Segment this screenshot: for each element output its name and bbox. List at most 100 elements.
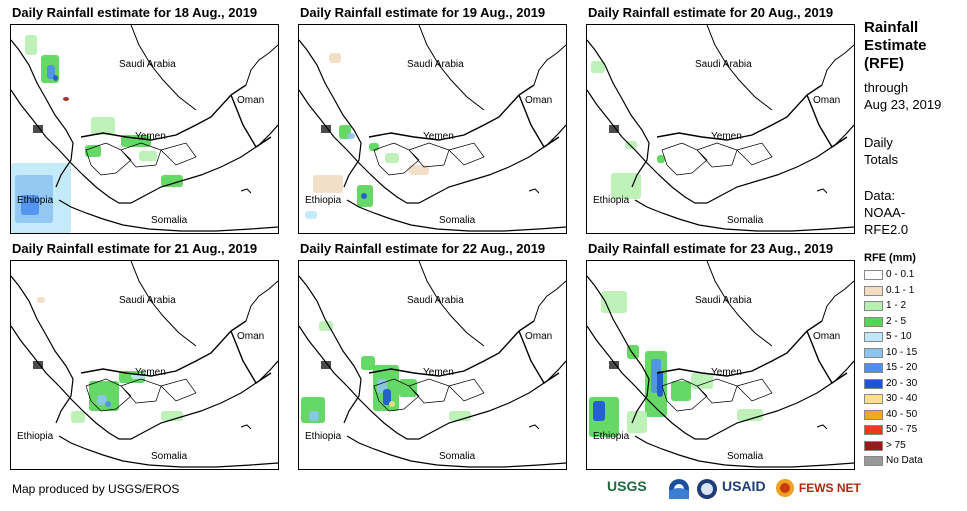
legend-label: 30 - 40 [886, 393, 918, 404]
border [806, 330, 848, 384]
rain-area [47, 65, 55, 79]
admin-boundary [661, 142, 773, 176]
rain-area [305, 211, 317, 219]
rain-area [329, 53, 341, 63]
rain-area [91, 117, 115, 135]
data-source: Data: NOAA- RFE2.0 [864, 187, 908, 238]
legend-swatch [864, 347, 883, 358]
map-label-saudi: Saudi Arabia [695, 295, 752, 306]
legend-swatch [864, 316, 883, 327]
coastline [821, 280, 854, 322]
island [528, 424, 540, 430]
rain-area [161, 175, 183, 187]
legend-label: 0 - 0.1 [886, 269, 915, 280]
legend-label: > 75 [886, 439, 906, 451]
map-label-ethiopia: Ethiopia [17, 195, 54, 206]
through-date: through Aug 23, 2019 [864, 79, 941, 113]
border [230, 330, 272, 384]
rain-area [37, 297, 45, 303]
island [240, 424, 252, 430]
legend-swatch [864, 363, 883, 373]
map-label-ethiopia: Ethiopia [593, 431, 630, 442]
map-label-somalia: Somalia [727, 215, 764, 226]
map-label-saudi: Saudi Arabia [119, 295, 176, 306]
island [240, 188, 252, 194]
map-label-ethiopia: Ethiopia [305, 431, 342, 442]
map-label-yemen: Yemen [135, 131, 166, 142]
rain-area [385, 153, 399, 163]
rain-area [319, 321, 333, 331]
title-line: Rainfall [864, 19, 919, 36]
admin-boundary [661, 378, 773, 412]
admin-boundary [85, 142, 197, 176]
coastline [634, 435, 854, 468]
daily-line: Totals [864, 152, 898, 167]
map-label-oman: Oman [237, 95, 265, 106]
island [528, 188, 540, 194]
legend-label: 10 - 15 [886, 346, 918, 358]
map-label-oman: Oman [525, 331, 553, 342]
rain-area [53, 75, 58, 81]
map-label-somalia: Somalia [727, 451, 764, 462]
coastline [299, 89, 566, 204]
coastline [706, 261, 773, 347]
admin-boundary [85, 378, 197, 412]
coastline [58, 435, 278, 468]
usgs-logo-text: USGS [607, 478, 647, 494]
coastline [299, 275, 362, 424]
rain-area [71, 411, 85, 423]
through-line: through [864, 80, 909, 95]
coastline [130, 25, 197, 111]
legend-swatch [864, 394, 883, 404]
rain-area [85, 145, 101, 157]
rain-area [737, 409, 763, 421]
islands-cluster [321, 125, 331, 133]
coastline [587, 89, 854, 204]
legend-label: No Data [886, 455, 923, 466]
rain-area [25, 35, 37, 55]
legend-swatch [864, 378, 883, 389]
rain-area [21, 195, 39, 215]
coastline [11, 89, 278, 204]
border [656, 320, 823, 377]
border [518, 94, 560, 148]
title-line: (RFE) [864, 55, 904, 72]
coastline [587, 275, 650, 424]
legend-swatch [864, 285, 883, 296]
map-label-somalia: Somalia [439, 451, 476, 462]
map-label-oman: Oman [813, 95, 841, 106]
rain-area [671, 381, 691, 401]
data-line: Data: [864, 188, 896, 203]
islands-cluster [33, 125, 43, 133]
panel-title: Daily Rainfall estimate for 21 Aug., 201… [12, 241, 258, 256]
legend-label: 2 - 5 [886, 315, 907, 327]
rain-area [105, 401, 111, 407]
coastline [418, 25, 485, 111]
map-label-oman: Oman [237, 331, 265, 342]
legend-label: 0.1 - 1 [886, 284, 915, 296]
border [368, 320, 535, 377]
coastline [11, 39, 74, 188]
map-label-yemen: Yemen [423, 367, 454, 378]
map-label-saudi: Saudi Arabia [407, 295, 464, 306]
credit-text: Map produced by USGS/EROS [12, 482, 180, 496]
rain-area [361, 193, 367, 199]
through-line: Aug 23, 2019 [864, 97, 942, 112]
coastline [245, 280, 278, 322]
legend-main-title: Rainfall Estimate (RFE) [864, 19, 927, 73]
border [518, 330, 560, 384]
coastline [587, 39, 650, 188]
legend-swatch [864, 409, 883, 420]
island [816, 424, 828, 430]
coastline [346, 435, 566, 468]
rain-area [591, 61, 605, 73]
usaid-logo-text: USAID [722, 478, 766, 494]
legend-title: RFE (mm) [864, 252, 916, 264]
coastline [58, 199, 278, 232]
legend-swatch [864, 440, 883, 451]
rain-area [593, 401, 605, 421]
rain-area [139, 151, 157, 161]
coastline [130, 261, 197, 347]
border [80, 84, 247, 141]
panel-title: Daily Rainfall estimate for 18 Aug., 201… [12, 5, 258, 20]
